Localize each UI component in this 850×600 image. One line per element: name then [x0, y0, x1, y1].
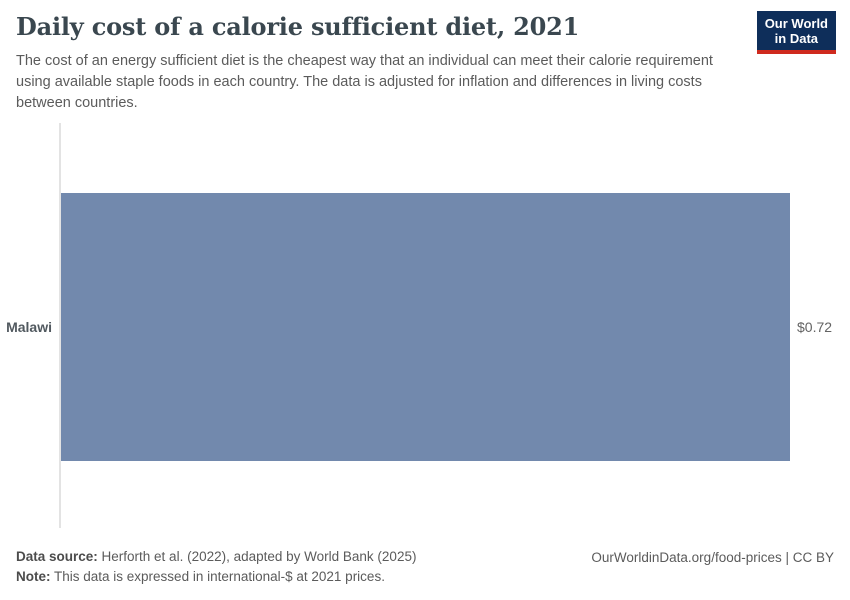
footer-datasource-text: Herforth et al. (2022), adapted by World…	[97, 549, 417, 564]
footer-note: Note: This data is expressed in internat…	[16, 568, 385, 586]
plot-area	[61, 193, 790, 461]
footer-datasource: Data source: Herforth et al. (2022), ada…	[16, 548, 416, 566]
owid-logo-line2: in Data	[774, 31, 819, 46]
entity-label-malawi: Malawi	[6, 319, 52, 335]
owid-logo-line1: Our World	[764, 16, 828, 31]
chart-subtitle: The cost of an energy sufficient diet is…	[16, 53, 713, 111]
page-title: Daily cost of a calorie sufficient diet,…	[16, 12, 580, 41]
owid-logo: Our World in Data	[756, 11, 836, 54]
value-label-malawi: $0.72	[797, 319, 833, 335]
footer-datasource-label: Data source:	[16, 549, 98, 564]
footer-note-label: Note:	[16, 569, 51, 584]
footer-note-text: This data is expressed in international-…	[50, 569, 385, 584]
footer-attribution-link[interactable]: OurWorldinData.org/food-prices | CC BY	[591, 550, 834, 565]
bar-malawi[interactable]	[61, 193, 790, 461]
y-axis-line	[59, 123, 61, 528]
